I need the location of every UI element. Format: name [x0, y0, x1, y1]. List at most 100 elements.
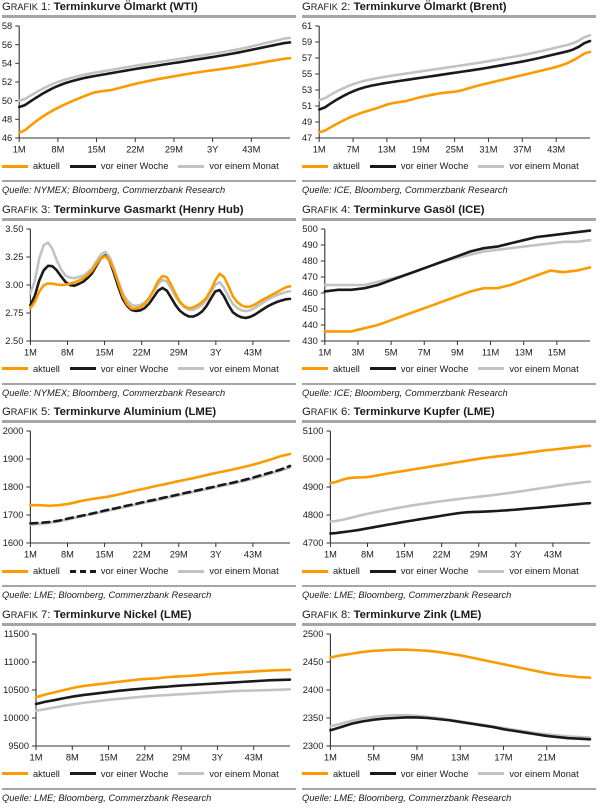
- svg-text:22M: 22M: [136, 752, 154, 762]
- svg-text:1M: 1M: [24, 550, 37, 560]
- svg-text:2350: 2350: [303, 713, 324, 723]
- svg-text:47: 47: [302, 133, 312, 143]
- svg-text:48: 48: [2, 115, 12, 125]
- svg-text:43M: 43M: [544, 550, 562, 560]
- svg-text:1800: 1800: [3, 482, 24, 492]
- svg-text:1M: 1M: [313, 145, 326, 155]
- svg-text:13M: 13M: [515, 347, 533, 357]
- svg-text:1M: 1M: [13, 145, 26, 155]
- svg-text:50: 50: [2, 96, 12, 106]
- svg-text:25M: 25M: [446, 145, 464, 155]
- svg-text:15M: 15M: [96, 347, 114, 357]
- svg-text:3M: 3M: [351, 347, 364, 357]
- svg-text:29M: 29M: [470, 550, 488, 560]
- svg-text:1M: 1M: [324, 752, 337, 762]
- svg-text:470: 470: [302, 272, 318, 282]
- svg-text:15M: 15M: [100, 752, 118, 762]
- svg-text:11000: 11000: [4, 657, 29, 667]
- svg-text:10000: 10000: [3, 713, 29, 723]
- svg-text:13M: 13M: [451, 752, 469, 762]
- svg-text:4700: 4700: [303, 538, 324, 548]
- svg-text:52: 52: [2, 77, 12, 87]
- svg-text:1M: 1M: [24, 347, 37, 357]
- svg-text:2400: 2400: [303, 685, 324, 695]
- svg-text:8M: 8M: [51, 145, 64, 155]
- svg-text:56: 56: [2, 40, 12, 50]
- svg-text:460: 460: [302, 288, 318, 298]
- svg-text:3Y: 3Y: [212, 752, 223, 762]
- svg-text:22M: 22M: [126, 145, 144, 155]
- svg-text:3Y: 3Y: [510, 550, 521, 560]
- svg-text:1M: 1M: [30, 752, 43, 762]
- svg-text:2.75: 2.75: [5, 308, 23, 318]
- svg-text:46: 46: [2, 133, 12, 143]
- svg-text:10500: 10500: [3, 685, 29, 695]
- svg-text:21M: 21M: [538, 752, 556, 762]
- svg-text:480: 480: [302, 256, 318, 266]
- svg-text:3Y: 3Y: [210, 550, 221, 560]
- svg-text:8M: 8M: [61, 347, 74, 357]
- svg-text:61: 61: [302, 21, 312, 31]
- svg-text:22M: 22M: [433, 550, 451, 560]
- svg-text:2.50: 2.50: [5, 336, 23, 346]
- svg-text:3.50: 3.50: [5, 224, 23, 234]
- svg-text:2500: 2500: [303, 629, 324, 639]
- svg-text:19M: 19M: [412, 145, 430, 155]
- svg-text:440: 440: [302, 320, 318, 330]
- svg-text:500: 500: [302, 224, 318, 234]
- svg-text:3Y: 3Y: [207, 145, 218, 155]
- svg-text:490: 490: [302, 240, 318, 250]
- svg-text:29M: 29M: [165, 145, 183, 155]
- svg-text:15M: 15M: [396, 550, 414, 560]
- svg-text:8M: 8M: [61, 550, 74, 560]
- svg-text:54: 54: [2, 59, 12, 69]
- svg-text:3.00: 3.00: [5, 280, 23, 290]
- svg-text:15M: 15M: [96, 550, 114, 560]
- svg-text:17M: 17M: [494, 752, 512, 762]
- svg-text:9M: 9M: [451, 347, 464, 357]
- svg-text:5100: 5100: [303, 426, 324, 436]
- svg-text:1M: 1M: [324, 550, 337, 560]
- svg-text:1600: 1600: [3, 538, 24, 548]
- svg-text:1700: 1700: [3, 510, 24, 520]
- svg-text:11500: 11500: [4, 629, 29, 639]
- svg-text:29M: 29M: [170, 347, 188, 357]
- svg-text:1M: 1M: [318, 347, 331, 357]
- svg-text:4900: 4900: [303, 482, 324, 492]
- svg-text:8M: 8M: [66, 752, 79, 762]
- svg-text:43M: 43M: [242, 145, 260, 155]
- svg-text:51: 51: [302, 101, 312, 111]
- svg-text:53: 53: [302, 85, 312, 95]
- svg-text:43M: 43M: [547, 145, 565, 155]
- svg-text:43M: 43M: [245, 752, 263, 762]
- svg-text:9M: 9M: [410, 752, 423, 762]
- svg-text:13M: 13M: [378, 145, 396, 155]
- svg-text:7M: 7M: [418, 347, 431, 357]
- svg-text:7M: 7M: [347, 145, 360, 155]
- svg-text:5M: 5M: [385, 347, 398, 357]
- svg-text:22M: 22M: [133, 550, 151, 560]
- svg-text:1900: 1900: [3, 454, 24, 464]
- svg-text:4800: 4800: [303, 510, 324, 520]
- svg-text:31M: 31M: [479, 145, 497, 155]
- svg-text:43M: 43M: [244, 550, 262, 560]
- svg-text:37M: 37M: [513, 145, 531, 155]
- svg-text:43M: 43M: [244, 347, 262, 357]
- svg-text:9500: 9500: [8, 741, 29, 751]
- svg-text:57: 57: [302, 53, 312, 63]
- svg-text:55: 55: [302, 69, 312, 79]
- svg-text:2450: 2450: [303, 657, 324, 667]
- svg-text:2300: 2300: [303, 741, 324, 751]
- svg-text:5000: 5000: [303, 454, 324, 464]
- svg-text:49: 49: [302, 117, 312, 127]
- svg-text:450: 450: [302, 304, 318, 314]
- svg-text:29M: 29M: [172, 752, 190, 762]
- svg-text:59: 59: [302, 37, 312, 47]
- svg-text:8M: 8M: [361, 550, 374, 560]
- svg-text:15M: 15M: [548, 347, 566, 357]
- svg-text:3.25: 3.25: [5, 252, 23, 262]
- svg-text:11M: 11M: [482, 347, 499, 357]
- svg-text:430: 430: [302, 336, 318, 346]
- svg-text:3Y: 3Y: [210, 347, 221, 357]
- svg-text:58: 58: [2, 21, 12, 31]
